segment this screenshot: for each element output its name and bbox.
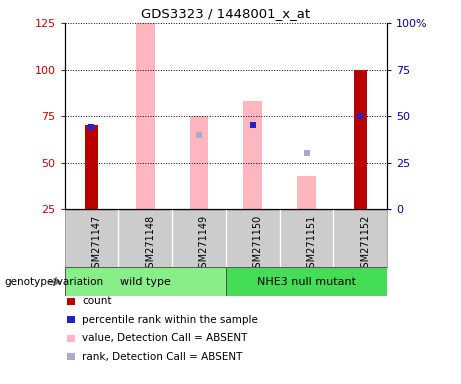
Text: GSM271147: GSM271147	[91, 215, 101, 274]
Point	[303, 151, 310, 157]
Bar	[85, 126, 98, 209]
Bar	[189, 116, 208, 209]
Bar	[297, 176, 316, 209]
Text: GSM271149: GSM271149	[199, 215, 209, 274]
Point	[249, 122, 256, 129]
Text: NHE3 null mutant: NHE3 null mutant	[257, 277, 356, 287]
Bar	[65, 267, 226, 296]
Bar	[226, 267, 387, 296]
Text: wild type: wild type	[120, 277, 171, 287]
Text: GSM271151: GSM271151	[307, 215, 317, 274]
Title: GDS3323 / 1448001_x_at: GDS3323 / 1448001_x_at	[142, 7, 310, 20]
Text: genotype/variation: genotype/variation	[5, 277, 104, 287]
Bar	[354, 70, 367, 209]
Point	[88, 124, 95, 131]
Text: GSM271152: GSM271152	[361, 215, 370, 274]
Text: count: count	[82, 296, 112, 306]
Text: rank, Detection Call = ABSENT: rank, Detection Call = ABSENT	[82, 352, 242, 362]
Text: value, Detection Call = ABSENT: value, Detection Call = ABSENT	[82, 333, 248, 343]
Bar	[136, 23, 154, 209]
Text: percentile rank within the sample: percentile rank within the sample	[82, 315, 258, 325]
Text: GSM271148: GSM271148	[145, 215, 155, 274]
Text: GSM271150: GSM271150	[253, 215, 263, 274]
Point	[357, 113, 364, 119]
Bar	[243, 101, 262, 209]
Point	[195, 132, 203, 138]
